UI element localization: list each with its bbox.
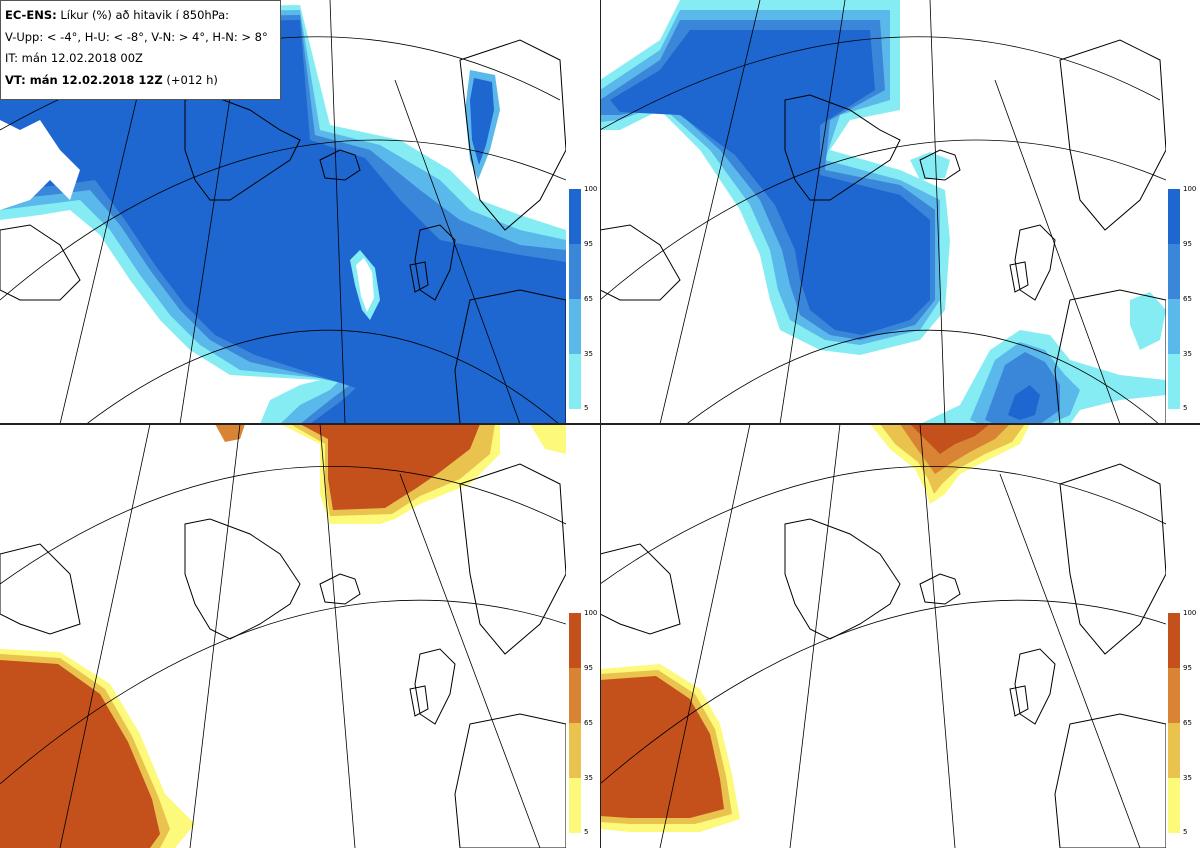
cb-swatch [569,668,581,723]
cb-tick: 100 [1183,185,1197,193]
map-warm-strong [600,424,1166,848]
init-time: IT: mán 12.02.2018 00Z [5,51,143,65]
cb-swatch [1168,723,1180,778]
map-panel-warm-moderate: 100 95 65 35 5 [0,424,600,848]
cb-tick: 65 [584,295,593,303]
cb-tick: 65 [584,719,593,727]
map-panel-cold-moderate: EC-ENS: Líkur (%) að hitavik í 850hPa: V… [0,0,600,424]
forecast-info-box: EC-ENS: Líkur (%) að hitavik í 850hPa: V… [0,0,281,100]
cb-swatch [1168,668,1180,723]
cb-tick: 95 [1183,240,1192,248]
cb-swatch [1168,299,1180,354]
cb-tick: 5 [584,404,589,412]
threshold-line: V-Upp: < -4°, H-U: < -8°, V-N: > 4°, H-N… [5,29,268,44]
cb-tick: 95 [1183,664,1192,672]
info-title-line: EC-ENS: Líkur (%) að hitavik í 850hPa: [5,5,280,27]
cb-swatch [569,244,581,299]
cb-swatch [569,189,581,244]
cb-tick: 100 [1183,609,1197,617]
cb-swatch [1168,244,1180,299]
cb-tick: 5 [584,828,589,836]
colorbar-warm-2: 100 95 65 35 5 [1168,609,1198,836]
panel-divider-vertical [600,0,601,848]
cb-tick: 35 [1183,774,1192,782]
cb-tick: 100 [584,185,598,193]
product-title: Líkur (%) að hitavik í 850hPa: [60,8,230,22]
cb-tick: 65 [1183,295,1192,303]
colorbar-cold-2: 100 95 65 35 5 [1168,185,1198,412]
cb-swatch [1168,778,1180,833]
valid-time: VT: mán 12.02.2018 12Z [5,72,163,87]
map-cold-strong [600,0,1166,424]
cb-swatch [569,299,581,354]
model-name: EC-ENS: [5,8,57,22]
cb-tick: 5 [1183,404,1188,412]
cb-swatch [569,723,581,778]
cb-tick: 5 [1183,828,1188,836]
cb-swatch [1168,354,1180,409]
colorbar-cold-1: 100 95 65 35 5 [569,185,599,412]
cb-swatch [1168,613,1180,668]
valid-time-line: VT: mán 12.02.2018 12Z (+012 h) [5,70,280,92]
cb-tick: 35 [1183,350,1192,358]
map-warm-moderate [0,424,566,848]
lead-time: (+012 h) [166,72,218,87]
cb-tick: 35 [584,774,593,782]
colorbar-warm-1: 100 95 65 35 5 [569,609,599,836]
cb-tick: 95 [584,240,593,248]
map-cold-moderate [0,0,566,424]
cb-tick: 100 [584,609,598,617]
cb-swatch [569,613,581,668]
cb-tick: 35 [584,350,593,358]
cb-swatch [569,354,581,409]
cb-tick: 95 [584,664,593,672]
cb-tick: 65 [1183,719,1192,727]
map-panel-warm-strong: 100 95 65 35 5 [600,424,1200,848]
cb-swatch [569,778,581,833]
map-panel-cold-strong: 100 95 65 35 5 [600,0,1200,424]
cb-swatch [1168,189,1180,244]
